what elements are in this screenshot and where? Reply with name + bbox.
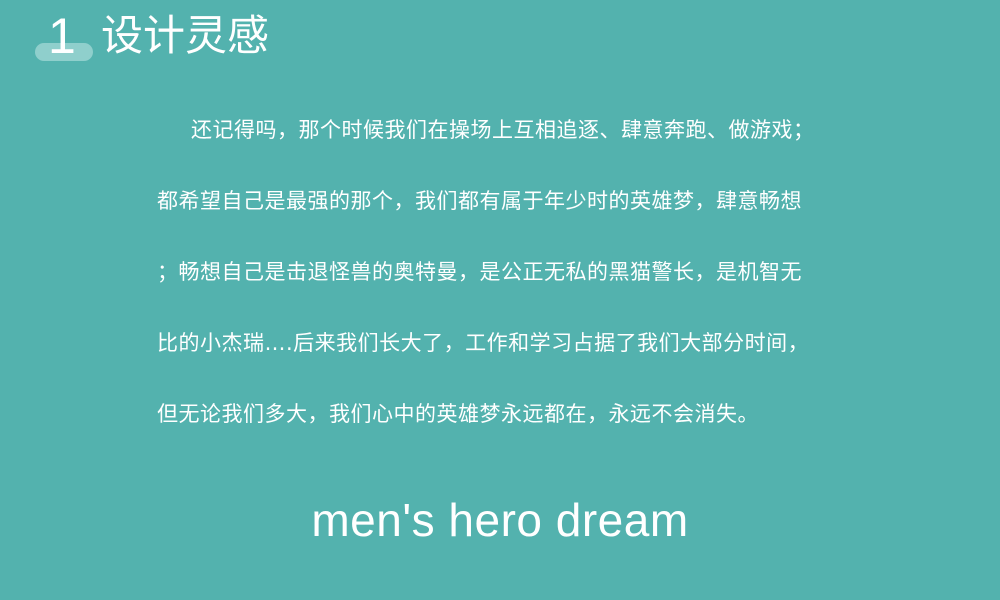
paragraph-line: 都希望自己是最强的那个，我们都有属于年少时的英雄梦，肆意畅想 [157, 189, 802, 213]
paragraph-line: 比的小杰瑞….后来我们长大了，工作和学习占据了我们大部分时间， [157, 331, 810, 355]
section-header: 1 设计灵感 [0, 0, 1000, 80]
paragraph-line: 但无论我们多大，我们心中的英雄梦永远都在，永远不会消失。 [157, 402, 759, 426]
english-subtitle: men's hero dream [311, 494, 689, 546]
section-number-decoration [35, 43, 93, 61]
inspiration-paragraph: 还记得吗，那个时候我们在操场上互相追逐、肆意奔跑、做游戏； 都希望自己是最强的那… [157, 100, 887, 455]
section-number: 1 [48, 8, 76, 64]
paragraph-line: ；畅想自己是击退怪兽的奥特曼，是公正无私的黑猫警长，是机智无 [157, 260, 802, 284]
section-title: 设计灵感 [101, 11, 270, 60]
paragraph-line: 还记得吗，那个时候我们在操场上互相追逐、肆意奔跑、做游戏； [191, 118, 815, 142]
